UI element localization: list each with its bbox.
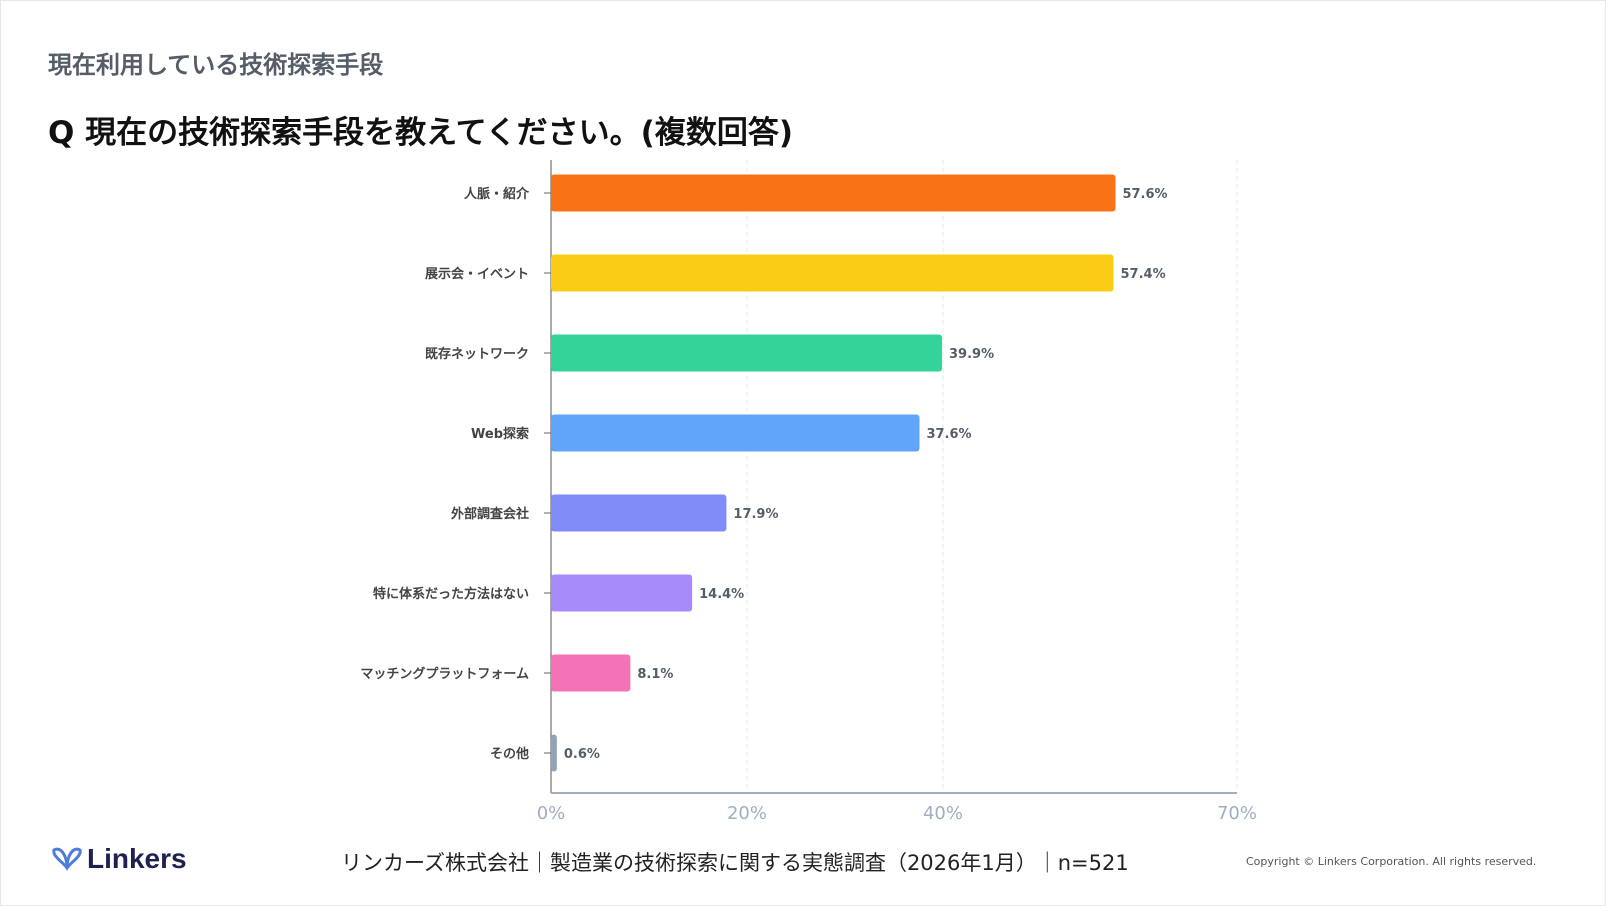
source-note: リンカーズ株式会社｜製造業の技術探索に関する実態調査（2026年1月）｜n=52…: [341, 851, 1129, 875]
linkers-logo: Linkers: [51, 843, 187, 875]
value-label: 14.4%: [699, 587, 744, 602]
logo-text: Linkers: [87, 843, 187, 874]
bar: [551, 654, 631, 692]
x-tick-label: 0%: [537, 803, 566, 824]
value-label: 39.9%: [949, 347, 994, 362]
bar: [551, 334, 943, 372]
value-label: 57.4%: [1121, 267, 1166, 282]
bar: [551, 494, 727, 532]
bar: [551, 734, 557, 772]
bar: [551, 574, 693, 612]
category-label: マッチングプラットフォーム: [360, 666, 529, 682]
value-label: 57.6%: [1122, 187, 1167, 202]
category-label: その他: [490, 746, 529, 762]
category-label: Web探索: [471, 426, 529, 442]
bar: [551, 174, 1116, 212]
category-label: 外部調査会社: [450, 506, 529, 522]
slide-subtitle: 現在利用している技術探索手段: [48, 51, 384, 79]
question-title: Q 現在の技術探索手段を教えてください。(複数回答): [48, 115, 793, 151]
category-label: 人脈・紹介: [464, 186, 530, 202]
category-label: 既存ネットワーク: [425, 346, 529, 362]
logo-mark-icon: [52, 847, 82, 871]
value-label: 17.9%: [733, 507, 778, 522]
value-label: 37.6%: [926, 427, 971, 442]
x-tick-label: 40%: [923, 803, 963, 824]
copyright: Copyright © Linkers Corporation. All rig…: [1246, 855, 1537, 868]
value-label: 0.6%: [564, 747, 600, 762]
bar: [551, 414, 920, 452]
category-label: 特に体系だった方法はない: [373, 586, 529, 602]
bar: [551, 254, 1114, 292]
x-tick-label: 70%: [1217, 803, 1257, 824]
value-label: 8.1%: [637, 667, 673, 682]
x-tick-label: 20%: [727, 803, 767, 824]
category-label: 展示会・イベント: [425, 266, 529, 282]
